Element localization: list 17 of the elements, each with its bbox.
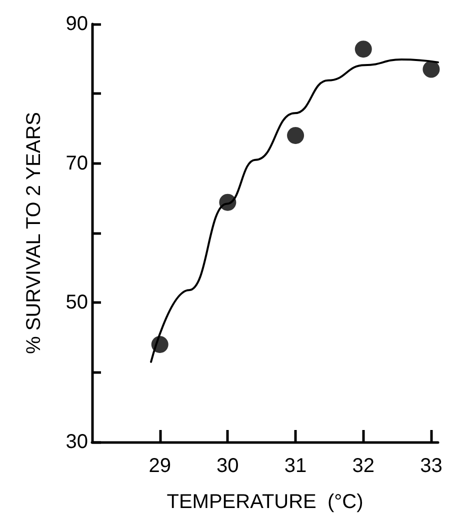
line-series <box>150 58 439 363</box>
x-tick-label: 30 <box>216 455 239 477</box>
x-axis-title: TEMPERATURE (°C) <box>166 491 364 513</box>
x-tick-label: 31 <box>284 455 307 477</box>
point <box>151 336 168 353</box>
y-tick-label: 90 <box>66 13 88 35</box>
point <box>287 126 304 144</box>
point <box>219 194 236 211</box>
x-tick-label: 29 <box>148 455 171 477</box>
x-tick-label: 32 <box>352 455 374 477</box>
point <box>354 40 372 58</box>
y-tick-label: 50 <box>66 292 88 314</box>
y-axis-title: % SURVIVAL TO 2 YEARS <box>23 112 45 354</box>
x-tick-label: 33 <box>420 455 442 477</box>
y-tick-label: 30 <box>66 431 88 453</box>
point <box>422 60 440 78</box>
y-tick-label: 70 <box>66 152 88 174</box>
